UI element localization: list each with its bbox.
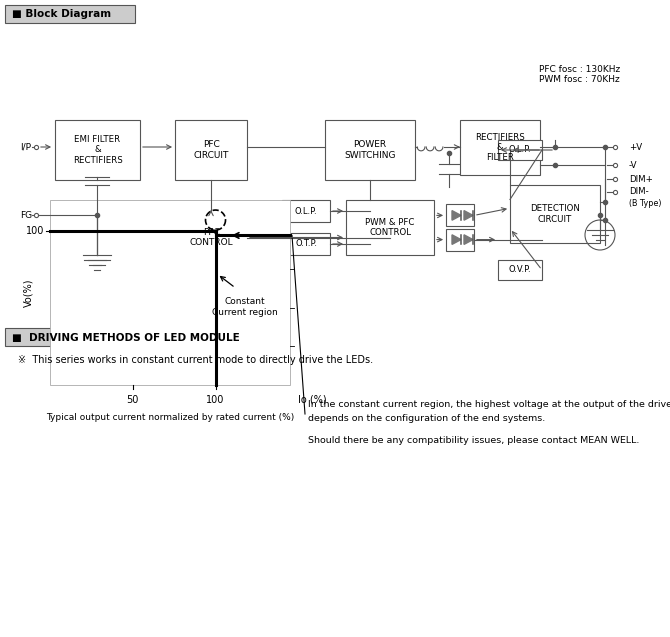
Text: DETECTION
CIRCUIT: DETECTION CIRCUIT [530, 204, 580, 224]
Text: 50: 50 [127, 395, 139, 405]
Text: Vo(%): Vo(%) [23, 278, 33, 307]
Bar [175, 120, 247, 180]
Polygon shape [464, 235, 473, 245]
Text: EMI FILTER
&
RECTIFIERS: EMI FILTER & RECTIFIERS [72, 135, 123, 165]
Bar [325, 120, 415, 180]
Bar [510, 185, 600, 243]
Polygon shape [464, 211, 473, 220]
Text: depends on the configuration of the end systems.: depends on the configuration of the end … [308, 414, 545, 423]
Text: Typical output current normalized by rated current (%): Typical output current normalized by rat… [46, 413, 294, 422]
Text: (B Type): (B Type) [629, 199, 661, 208]
Text: O.T.P.: O.T.P. [295, 240, 317, 248]
Text: +V: +V [629, 143, 642, 152]
Text: Should there be any compatibility issues, please contact MEAN WELL.: Should there be any compatibility issues… [308, 436, 639, 445]
Text: ■ Block Diagram: ■ Block Diagram [12, 9, 111, 19]
Bar [498, 260, 542, 280]
Text: PFC
CONTROL: PFC CONTROL [189, 228, 232, 247]
Bar [282, 233, 330, 255]
Bar [346, 200, 434, 255]
Text: 100: 100 [25, 226, 44, 236]
Text: FG: FG [20, 210, 32, 220]
Bar [460, 120, 540, 175]
Text: O.L.P.: O.L.P. [295, 206, 318, 215]
Bar [50, 200, 290, 385]
Text: PFC
CIRCUIT: PFC CIRCUIT [194, 140, 228, 160]
Bar [498, 140, 542, 160]
Text: ※  This series works in constant current mode to directly drive the LEDs.: ※ This series works in constant current … [18, 355, 373, 365]
Text: ■  DRIVING METHODS OF LED MODULE: ■ DRIVING METHODS OF LED MODULE [12, 333, 240, 343]
Text: 100: 100 [206, 395, 224, 405]
Text: PFC fosc : 130KHz
PWM fosc : 70KHz: PFC fosc : 130KHz PWM fosc : 70KHz [539, 65, 620, 84]
Text: POWER
SWITCHING: POWER SWITCHING [344, 140, 396, 160]
Text: I/P: I/P [20, 143, 31, 152]
Text: Constant
Current region: Constant Current region [212, 297, 278, 317]
Text: In the constant current region, the highest voltage at the output of the driver: In the constant current region, the high… [308, 400, 670, 409]
Bar [175, 210, 247, 265]
Text: Io (%): Io (%) [298, 395, 327, 405]
Text: O.L.P.: O.L.P. [509, 145, 531, 155]
Bar [446, 204, 474, 226]
Bar [55, 120, 140, 180]
Text: PWM & PFC
CONTROL: PWM & PFC CONTROL [365, 218, 415, 237]
Bar [446, 229, 474, 250]
Polygon shape [452, 211, 461, 220]
Text: DIM+: DIM+ [629, 175, 653, 183]
Bar [5, 328, 220, 346]
Text: DIM-: DIM- [629, 187, 649, 196]
Bar [282, 200, 330, 222]
Text: RECTIFIERS
&
FILTER: RECTIFIERS & FILTER [475, 132, 525, 162]
Text: -V: -V [629, 161, 637, 169]
Bar [5, 5, 135, 23]
Polygon shape [452, 235, 461, 245]
Text: O.V.P.: O.V.P. [509, 266, 531, 275]
